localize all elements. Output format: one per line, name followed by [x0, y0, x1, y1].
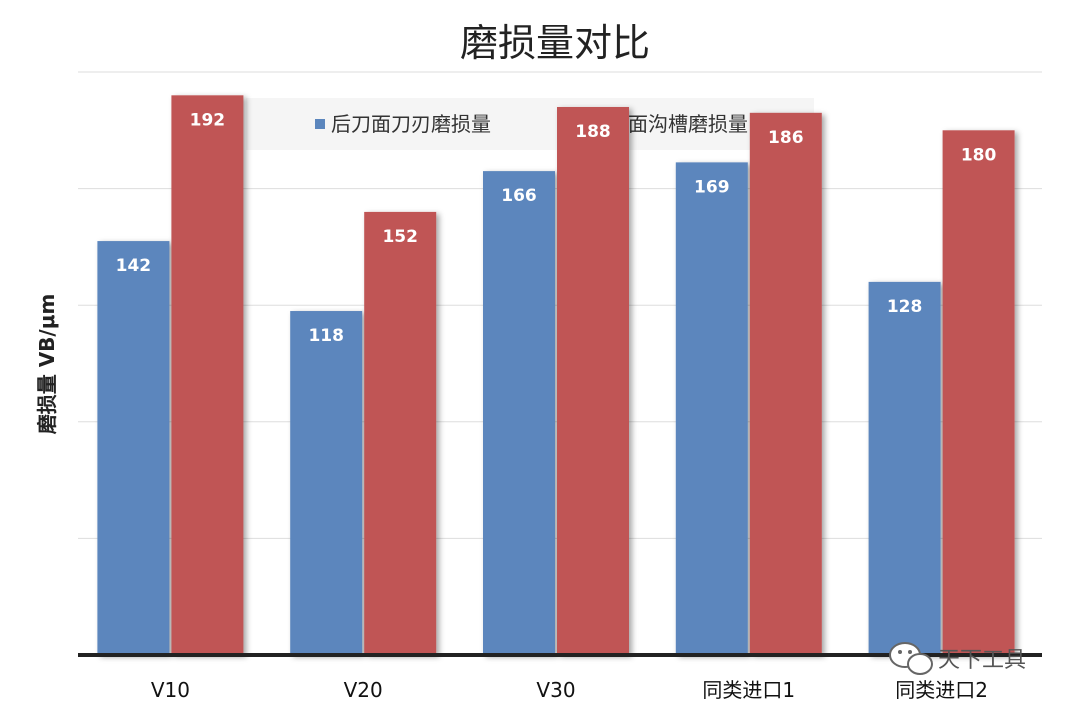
bar [749, 112, 822, 655]
bar [675, 162, 748, 656]
watermark: 天下工具 [889, 642, 1026, 675]
bars: 142 192 118 152 166 188 169 186 128 180 [97, 95, 1015, 656]
x-tick-label: 同类进口1 [702, 678, 795, 702]
bar [942, 130, 1015, 656]
bar [97, 241, 170, 655]
watermark-text: 天下工具 [938, 648, 1026, 673]
data-label: 186 [768, 128, 804, 148]
y-axis-label: 磨损量 VB/μm [35, 294, 59, 435]
data-label: 142 [116, 256, 152, 276]
data-label: 118 [308, 326, 344, 346]
x-tick-label: 同类进口2 [895, 678, 988, 702]
x-tick-label: V20 [344, 678, 383, 702]
data-label: 152 [382, 227, 418, 247]
data-label: 128 [887, 297, 923, 317]
data-label: 166 [501, 186, 537, 206]
legend-box [246, 98, 814, 150]
bar [483, 171, 555, 656]
chart-title: 磨损量对比 [460, 21, 650, 65]
legend-label: 后刀面刀刃磨损量 [331, 112, 491, 136]
bar [290, 311, 363, 655]
legend-swatch [315, 119, 325, 129]
x-tick-label: V10 [151, 678, 190, 702]
bar [171, 95, 244, 655]
bar [868, 281, 941, 655]
x-axis-ticks: V10 V20 V30 同类进口1 同类进口2 [151, 678, 988, 702]
wechat-icon [889, 642, 933, 675]
bar [364, 211, 437, 656]
bar [557, 106, 629, 656]
x-tick-label: V30 [536, 678, 575, 702]
data-label: 188 [575, 122, 611, 142]
data-label: 192 [190, 110, 226, 130]
data-label: 169 [694, 177, 730, 197]
data-label: 180 [961, 145, 997, 165]
